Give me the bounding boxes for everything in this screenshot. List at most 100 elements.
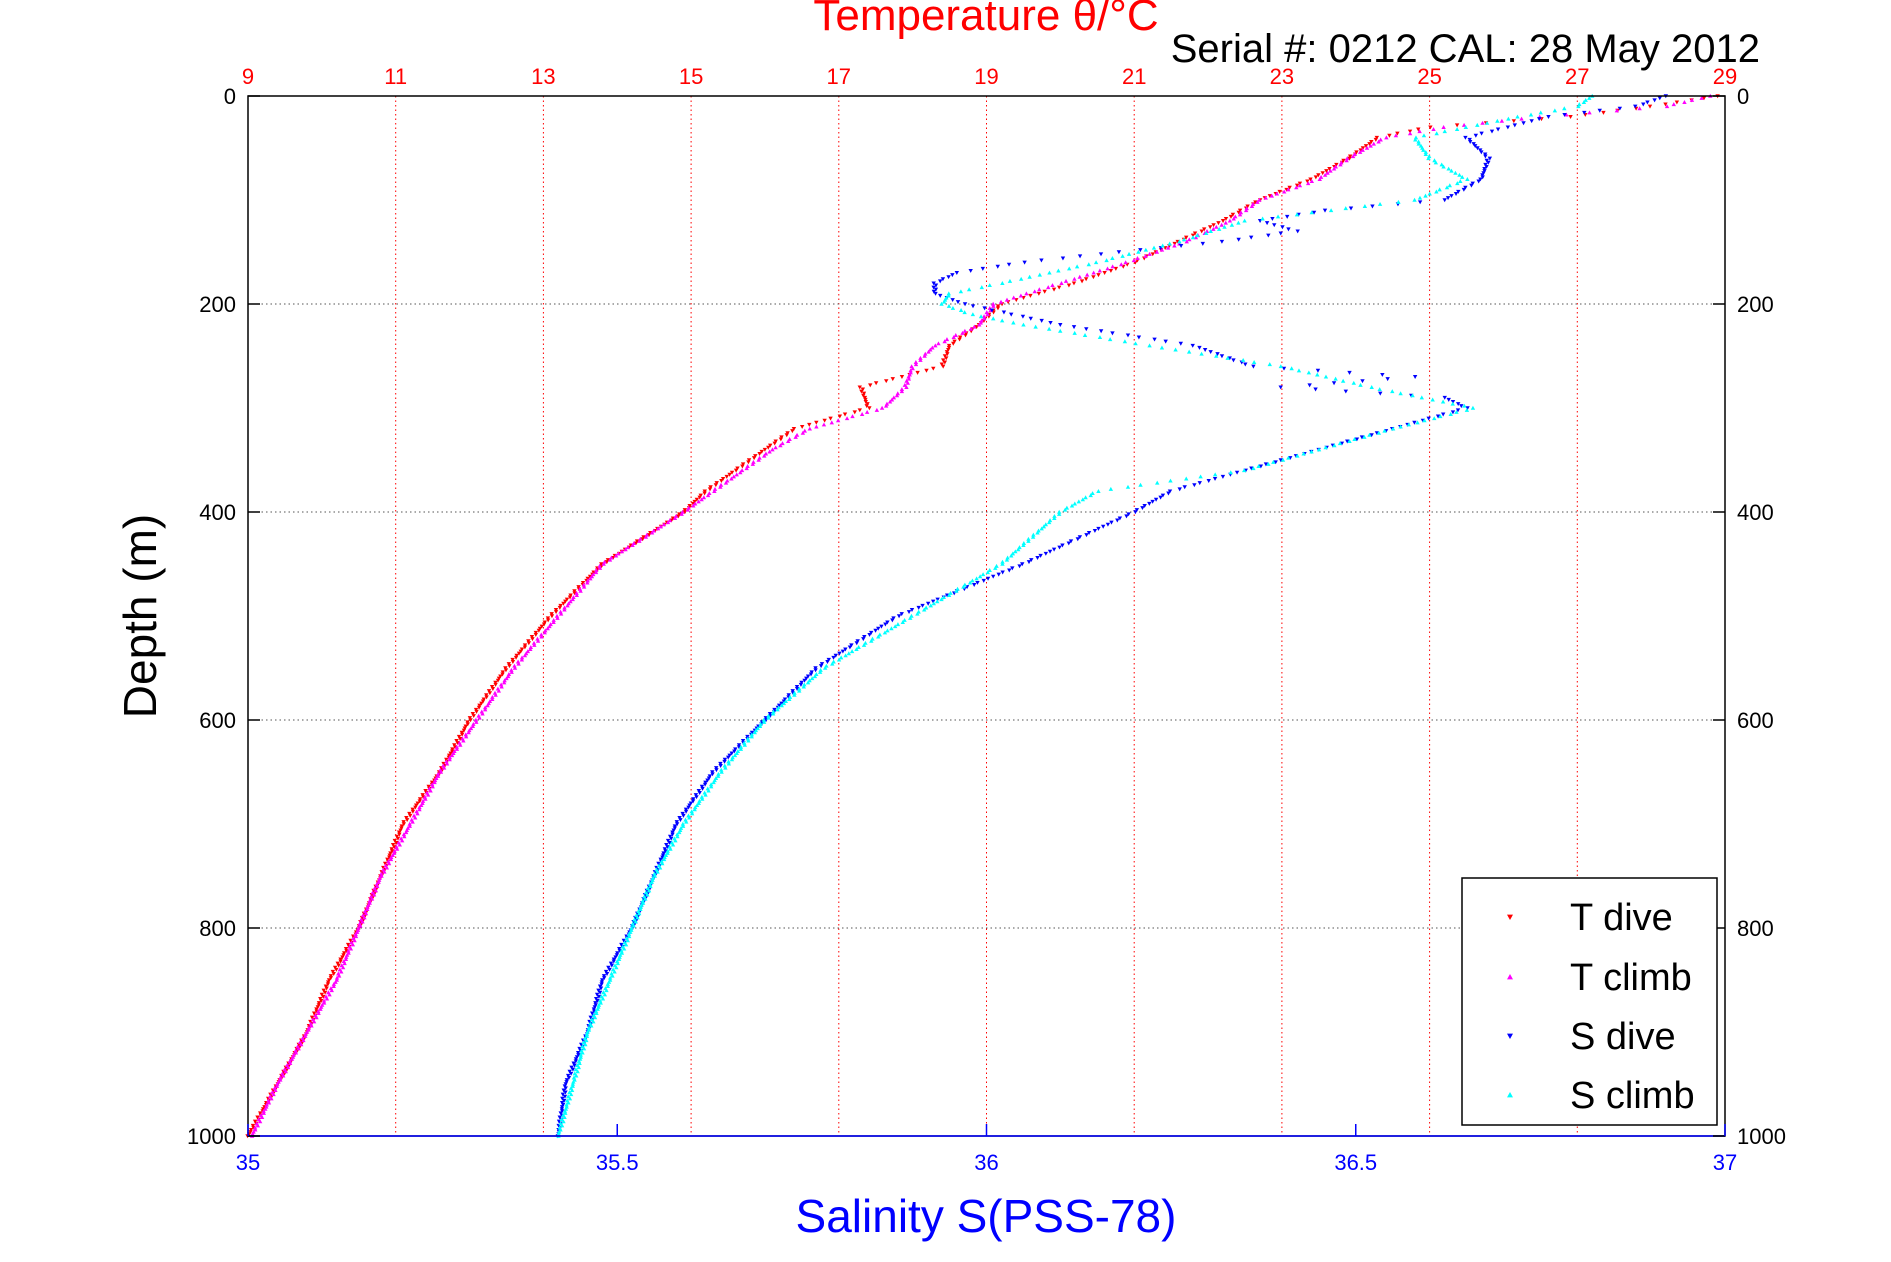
data-point <box>1426 156 1431 161</box>
serial-calibration-label: Serial #: 0212 CAL: 28 May 2012 <box>1171 27 1760 71</box>
data-point <box>785 431 790 436</box>
data-point <box>768 443 773 448</box>
data-point <box>1167 241 1172 246</box>
data-point <box>1143 253 1148 258</box>
data-point <box>1529 119 1534 124</box>
data-point <box>906 376 912 381</box>
data-point <box>1469 183 1474 188</box>
data-point <box>1098 329 1104 334</box>
data-point <box>572 591 577 596</box>
data-point <box>1062 507 1068 512</box>
data-point <box>1051 547 1057 552</box>
data-point <box>562 607 567 612</box>
data-point <box>794 684 800 689</box>
legend-label-t-dive: T dive <box>1570 897 1673 939</box>
data-point <box>468 726 474 731</box>
data-point <box>389 855 394 860</box>
data-point <box>585 578 590 583</box>
data-point <box>423 788 428 793</box>
data-point <box>568 599 573 604</box>
data-point <box>1286 227 1291 232</box>
data-point <box>1227 218 1233 223</box>
data-point <box>1202 227 1207 232</box>
data-point <box>373 888 379 893</box>
data-point <box>1182 485 1187 490</box>
data-point <box>536 628 542 633</box>
data-point <box>850 414 855 419</box>
data-point <box>706 776 712 781</box>
data-point <box>782 697 788 702</box>
data-point <box>980 266 986 271</box>
data-point <box>960 330 965 335</box>
data-point <box>1360 146 1366 151</box>
data-point <box>606 965 611 970</box>
data-point <box>665 845 670 850</box>
data-point <box>1056 268 1061 273</box>
data-point <box>510 657 515 662</box>
data-point <box>506 662 512 667</box>
data-point <box>1160 243 1165 248</box>
data-point <box>1082 333 1088 337</box>
data-point <box>1454 127 1460 132</box>
data-point <box>706 788 711 793</box>
data-point <box>699 784 705 789</box>
data-point <box>1251 360 1257 364</box>
data-point <box>646 888 652 893</box>
data-point <box>1281 366 1287 371</box>
data-point <box>1311 210 1317 215</box>
data-point <box>459 730 465 735</box>
data-point <box>570 1067 576 1072</box>
data-point <box>316 1009 321 1013</box>
data-point <box>573 1067 579 1072</box>
data-point <box>1013 549 1018 554</box>
data-point <box>1223 216 1229 221</box>
data-point <box>362 915 367 920</box>
data-point <box>1278 231 1283 236</box>
data-point <box>1155 480 1160 485</box>
data-point <box>1216 226 1222 231</box>
data-point <box>533 632 539 637</box>
data-point <box>705 493 711 498</box>
legend-marker <box>1507 914 1513 920</box>
data-point <box>1108 268 1114 273</box>
data-point <box>394 846 400 851</box>
data-point <box>259 1115 265 1120</box>
data-point <box>1350 154 1356 159</box>
data-point <box>985 576 991 581</box>
data-point <box>679 511 684 516</box>
depth-tick-label-left: 400 <box>199 500 236 525</box>
data-point <box>668 836 674 841</box>
data-point <box>387 855 392 860</box>
data-point <box>648 884 653 889</box>
data-point <box>693 793 699 798</box>
data-point <box>801 684 806 689</box>
data-point <box>672 826 678 831</box>
data-point <box>1043 522 1049 527</box>
data-point <box>1476 179 1481 184</box>
data-point <box>1458 179 1463 184</box>
data-point <box>619 549 625 554</box>
data-point <box>638 907 643 912</box>
data-point <box>746 460 751 465</box>
data-point <box>1423 193 1428 198</box>
data-point <box>1048 320 1053 325</box>
data-point <box>336 963 341 968</box>
data-point <box>1437 187 1442 192</box>
data-point <box>565 1073 571 1078</box>
data-point <box>1009 553 1014 558</box>
data-point <box>673 838 678 843</box>
data-point <box>1294 183 1300 188</box>
data-point <box>996 572 1001 577</box>
data-point <box>1343 389 1349 394</box>
data-point <box>1286 187 1291 192</box>
data-point <box>1063 278 1069 283</box>
data-point <box>487 691 493 696</box>
data-point <box>553 608 559 612</box>
data-point <box>584 1031 590 1036</box>
data-point <box>1499 118 1505 123</box>
data-point <box>1266 461 1271 466</box>
data-point <box>1084 327 1089 332</box>
data-point <box>904 385 909 389</box>
data-point <box>490 694 495 699</box>
